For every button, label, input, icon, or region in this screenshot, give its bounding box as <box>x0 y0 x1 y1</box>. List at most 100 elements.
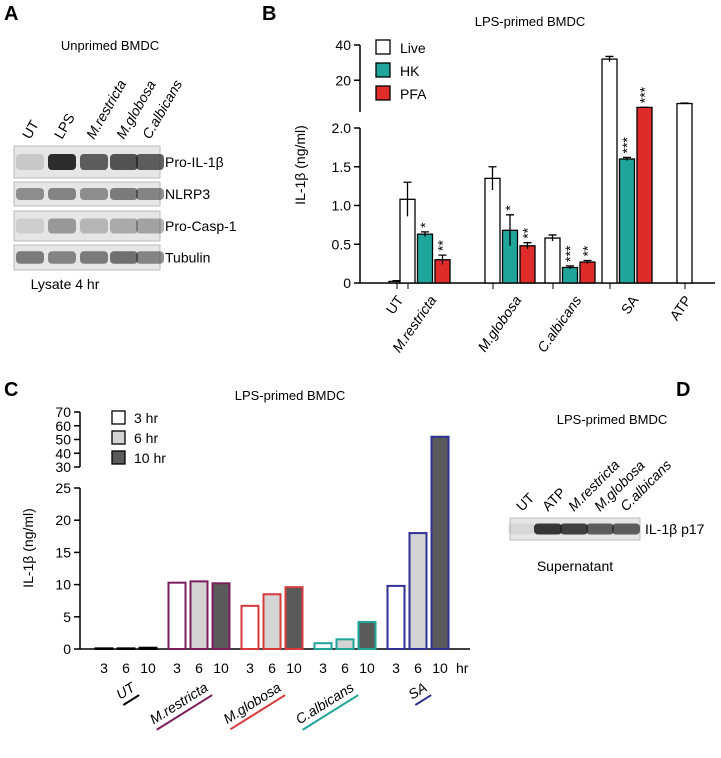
blot-band <box>16 188 44 200</box>
group-label: M.restricta <box>147 679 213 730</box>
y-tick-label: 0 <box>343 275 351 291</box>
band-label: Tubulin <box>165 250 210 266</box>
bar <box>264 594 281 649</box>
y-tick-label: 0.5 <box>332 236 352 252</box>
y-tick-label: 2.0 <box>332 120 352 136</box>
bar <box>286 587 303 649</box>
blot-band <box>136 219 164 234</box>
significance: * <box>502 205 518 211</box>
x-sublabel: 6 <box>341 660 349 676</box>
blot-band <box>110 188 138 200</box>
panel-label: B <box>262 3 276 25</box>
x-sublabel: 10 <box>359 660 375 676</box>
significance: * <box>417 222 433 228</box>
panel-label: A <box>4 3 18 25</box>
significance: ** <box>435 240 451 251</box>
y-tick-label: 25 <box>55 480 71 496</box>
band-label: IL-1β p17 <box>645 521 705 537</box>
panel-label: C <box>4 379 18 401</box>
blot-band <box>16 219 44 234</box>
bar <box>563 268 578 284</box>
y-tick-label: 0 <box>63 641 71 657</box>
band-label: Pro-Casp-1 <box>165 218 237 234</box>
blot-band <box>80 188 108 200</box>
y-tick-label: 30 <box>55 459 71 475</box>
bar <box>388 586 405 649</box>
blot-band <box>80 219 108 234</box>
legend-label: HK <box>400 63 420 79</box>
x-tick-label: ATP <box>666 293 694 324</box>
y-axis-label: IL-1β (ng/ml) <box>20 508 36 588</box>
bar <box>520 246 535 283</box>
bar <box>620 159 635 283</box>
legend-label: Live <box>400 40 426 56</box>
y-tick-label: 5 <box>63 609 71 625</box>
x-sublabel: 3 <box>100 660 108 676</box>
bar <box>602 59 617 283</box>
bar <box>191 581 208 649</box>
blot-band <box>136 154 164 170</box>
x-unit-label: hr <box>456 660 469 676</box>
bar <box>432 437 449 649</box>
blot-band <box>612 524 640 535</box>
band-label: Pro-IL-1β <box>165 154 224 170</box>
legend-swatch <box>112 411 125 424</box>
bar <box>485 178 500 283</box>
x-sublabel: 10 <box>213 660 229 676</box>
y-tick-label: 10 <box>55 577 71 593</box>
blot-band <box>48 219 76 234</box>
blot-band <box>16 251 44 264</box>
y-tick-label: 20 <box>55 512 71 528</box>
blot-band <box>136 251 164 264</box>
x-sublabel: 10 <box>140 660 156 676</box>
blot-band <box>534 524 562 535</box>
y-tick-label: 40 <box>335 37 351 53</box>
bar <box>242 606 259 649</box>
blot-band <box>110 154 138 170</box>
panel-label: D <box>676 379 690 401</box>
legend-label: PFA <box>400 86 427 102</box>
bar <box>169 583 186 649</box>
blot-band <box>48 251 76 264</box>
bar <box>580 262 595 283</box>
blot-caption: Supernatant <box>537 558 613 574</box>
x-sublabel: 6 <box>122 660 130 676</box>
x-sublabel: 6 <box>414 660 422 676</box>
blot-title: Unprimed BMDC <box>61 38 159 53</box>
legend-swatch <box>376 40 390 54</box>
bar <box>118 648 135 649</box>
x-sublabel: 3 <box>392 660 400 676</box>
blot-band <box>586 524 614 535</box>
y-tick-label: 20 <box>335 72 351 88</box>
y-tick-label: 15 <box>55 544 71 560</box>
bar <box>410 533 427 649</box>
y-tick-label: 1.5 <box>332 159 352 175</box>
blot-title: LPS-primed BMDC <box>557 412 668 427</box>
group-label: SA <box>405 679 431 705</box>
lane-label: LPS <box>51 111 78 142</box>
legend-swatch <box>376 86 390 100</box>
bar <box>96 648 113 649</box>
blot-band <box>48 154 76 170</box>
legend-label: 3 hr <box>134 410 158 426</box>
y-tick-label: 1.0 <box>332 198 352 214</box>
blot-band <box>508 524 536 535</box>
legend-swatch <box>376 63 390 77</box>
blot-band <box>110 251 138 264</box>
blot-band <box>80 154 108 170</box>
lane-label: ATP <box>539 484 569 514</box>
x-tick-label: UT <box>383 292 407 317</box>
chart-title: LPS-primed BMDC <box>235 388 346 403</box>
legend-swatch <box>112 451 125 464</box>
x-tick-label: C.albicans <box>534 293 585 356</box>
x-sublabel: 3 <box>246 660 254 676</box>
blot-band <box>560 524 588 535</box>
y-tick-label: 70 <box>55 404 71 420</box>
blot-band <box>16 154 44 170</box>
significance: *** <box>619 137 635 154</box>
x-sublabel: 6 <box>268 660 276 676</box>
x-sublabel: 3 <box>319 660 327 676</box>
y-tick-label: 50 <box>55 432 71 448</box>
blot-caption: Lysate 4 hr <box>31 276 100 292</box>
bar <box>418 234 433 283</box>
